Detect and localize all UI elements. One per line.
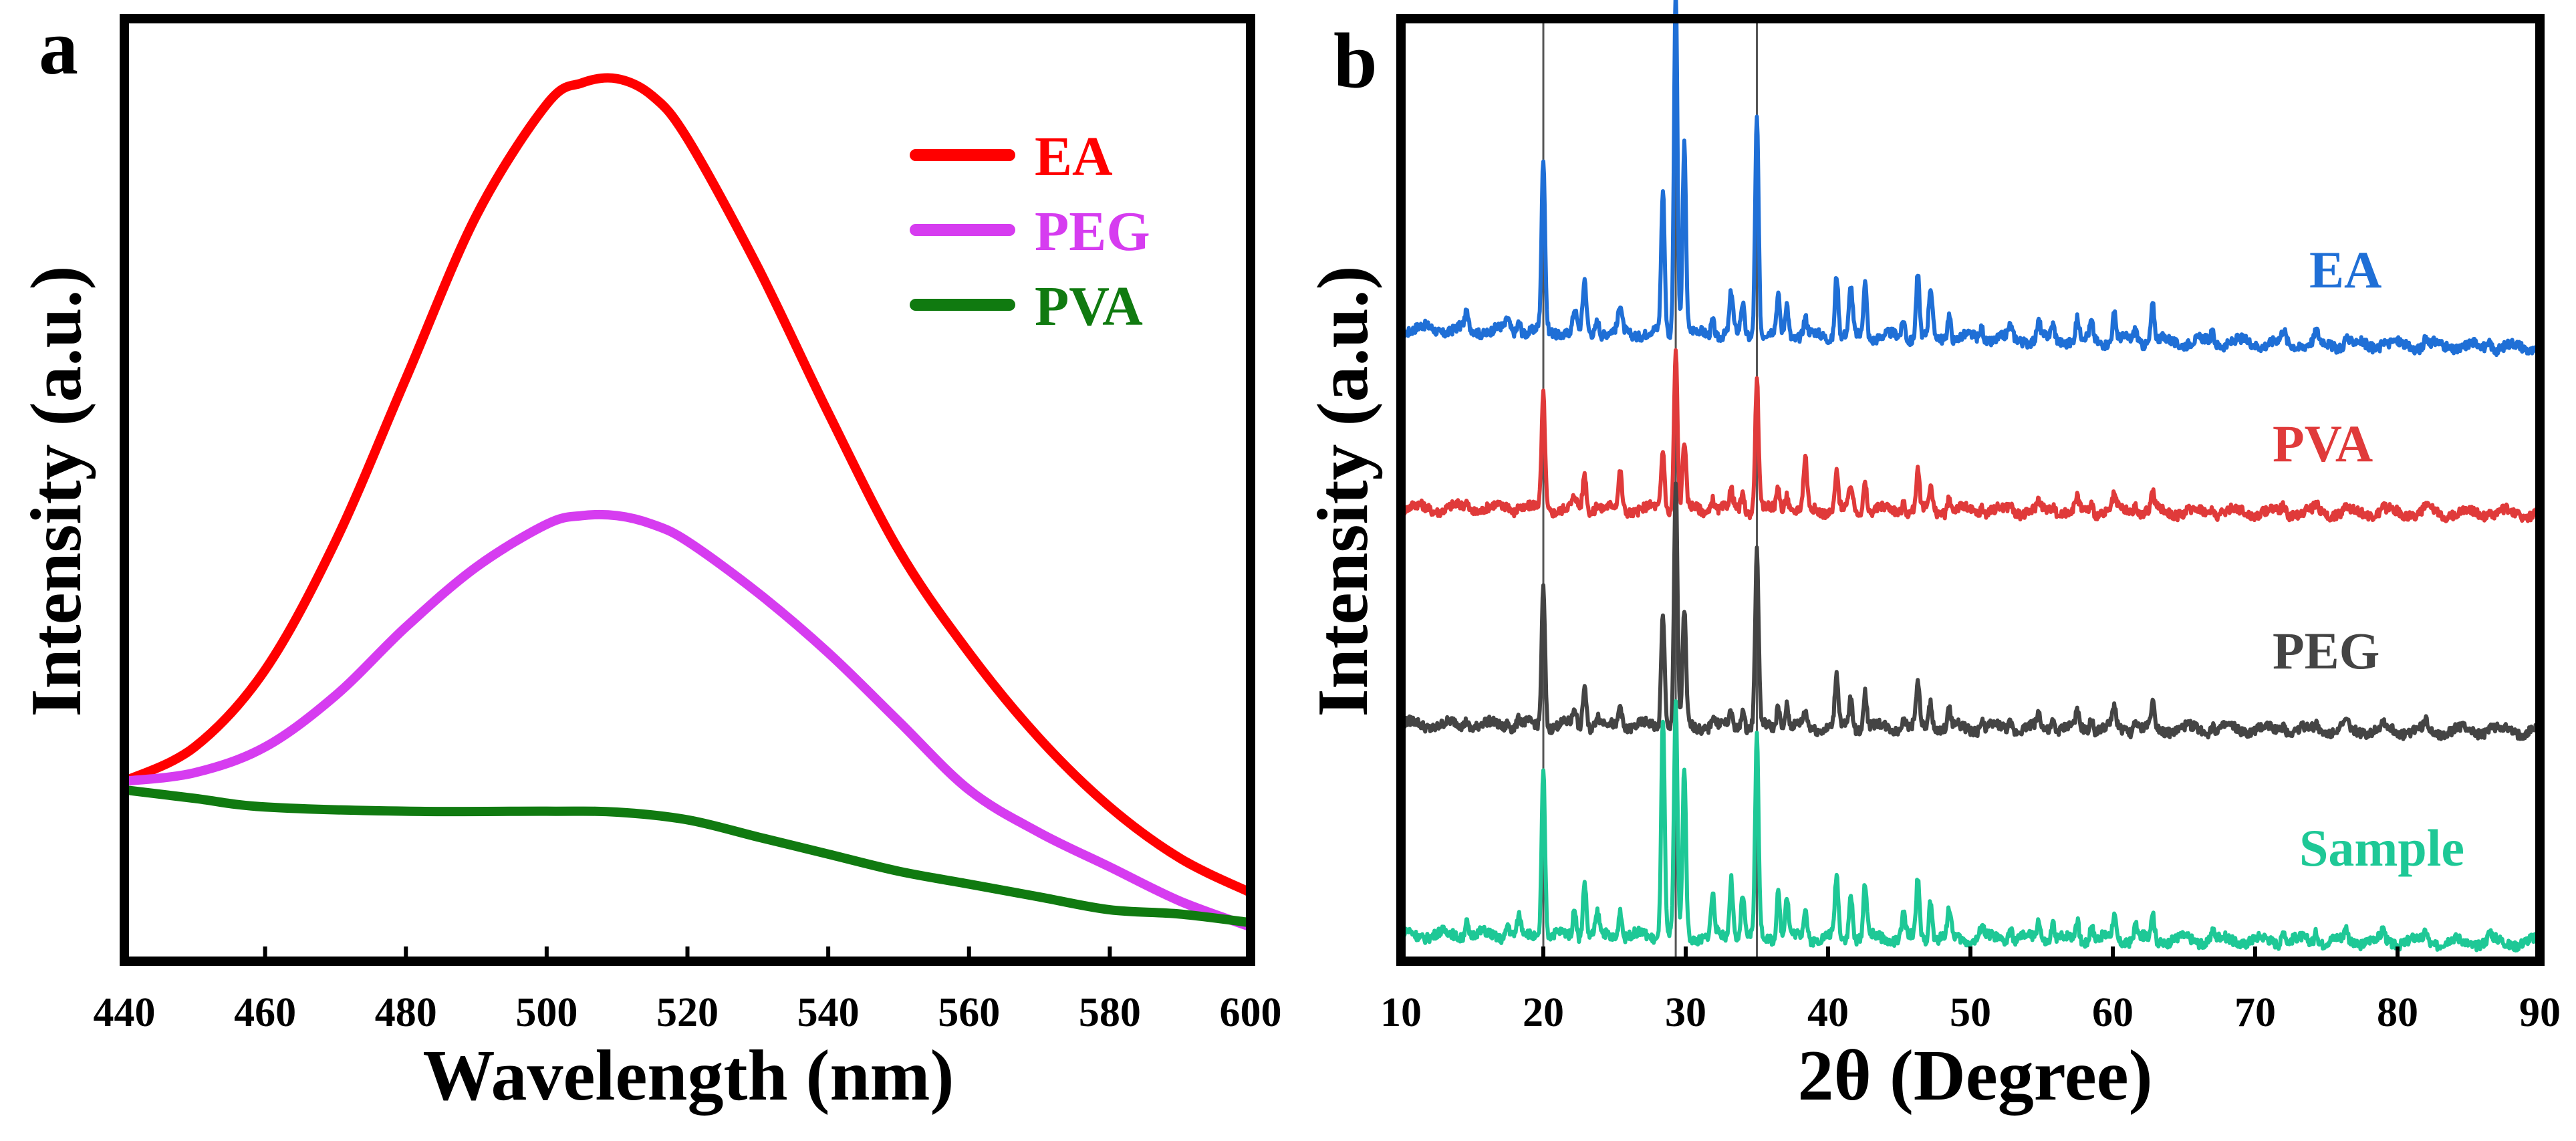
x-tick-label: 540 bbox=[797, 990, 860, 1035]
panel-a-x-axis-label: Wavelength (nm) bbox=[423, 1036, 954, 1116]
x-tick-label: 80 bbox=[2377, 990, 2418, 1035]
x-tick-label: 90 bbox=[2519, 990, 2561, 1035]
x-tick-label: 520 bbox=[656, 990, 719, 1035]
x-tick-label: 600 bbox=[1220, 990, 1282, 1035]
panel-b-y-axis-label: Intensity (a.u.) bbox=[1303, 265, 1383, 717]
x-tick-label: 40 bbox=[1807, 990, 1849, 1035]
x-tick-label: 20 bbox=[1523, 990, 1564, 1035]
x-tick-label: 70 bbox=[2234, 990, 2276, 1035]
series-line-ea bbox=[120, 73, 1255, 898]
panel-a-y-axis-label: Intensity (a.u.) bbox=[17, 265, 96, 717]
series-line-pva bbox=[120, 785, 1255, 928]
x-tick-label: 30 bbox=[1665, 990, 1706, 1035]
series-line-peg bbox=[120, 509, 1255, 932]
series-label-pva: PVA bbox=[2273, 414, 2373, 473]
series-label-ea: EA bbox=[2309, 241, 2381, 299]
x-tick-label: 480 bbox=[375, 990, 437, 1035]
x-tick-label: 10 bbox=[1380, 990, 1422, 1035]
series-line-ea bbox=[1400, 0, 2542, 358]
x-tick-label: 500 bbox=[515, 990, 577, 1035]
panel-b-series-labels: EA PVA PEG Sample bbox=[2273, 241, 2464, 877]
x-tick-label: 50 bbox=[1950, 990, 1991, 1035]
panel-a-legend: EA PEG PVA bbox=[910, 126, 1150, 338]
series-line-pva bbox=[1399, 348, 2542, 523]
series-line-sample bbox=[1399, 699, 2542, 953]
x-tick-label: 60 bbox=[2092, 990, 2134, 1035]
x-tick-label: 580 bbox=[1079, 990, 1141, 1035]
panel-a: a 440 460 480 500 520 540 560 580 600 Wavelength… bbox=[17, 3, 1282, 1116]
series-label-peg: PEG bbox=[2273, 622, 2379, 680]
legend-label-pva: PVA bbox=[1035, 275, 1143, 338]
x-tick-label: 440 bbox=[94, 990, 156, 1035]
panel-b-series bbox=[1399, 0, 2542, 953]
panel-a-label: a bbox=[39, 3, 78, 91]
series-label-sample: Sample bbox=[2299, 819, 2464, 877]
series-line-peg bbox=[1399, 481, 2542, 741]
panel-b-reference-lines bbox=[1542, 19, 1758, 961]
x-tick-label: 460 bbox=[234, 990, 296, 1035]
legend-label-peg: PEG bbox=[1035, 201, 1150, 263]
x-tick-label: 560 bbox=[938, 990, 1000, 1035]
panel-b-x-ticks: 10 20 30 40 50 60 70 80 90 bbox=[1380, 946, 2561, 1035]
panel-a-x-ticks: 440 460 480 500 520 540 560 580 600 bbox=[94, 946, 1282, 1035]
panel-b-x-axis-label: 2θ (Degree) bbox=[1797, 1036, 2152, 1116]
panel-b: b 10 20 30 40 50 60 70 80 90 2θ (Degree) Intensi… bbox=[1303, 0, 2561, 1116]
panel-a-series bbox=[120, 73, 1255, 932]
panel-b-label: b bbox=[1333, 17, 1378, 104]
legend-label-ea: EA bbox=[1035, 126, 1113, 188]
